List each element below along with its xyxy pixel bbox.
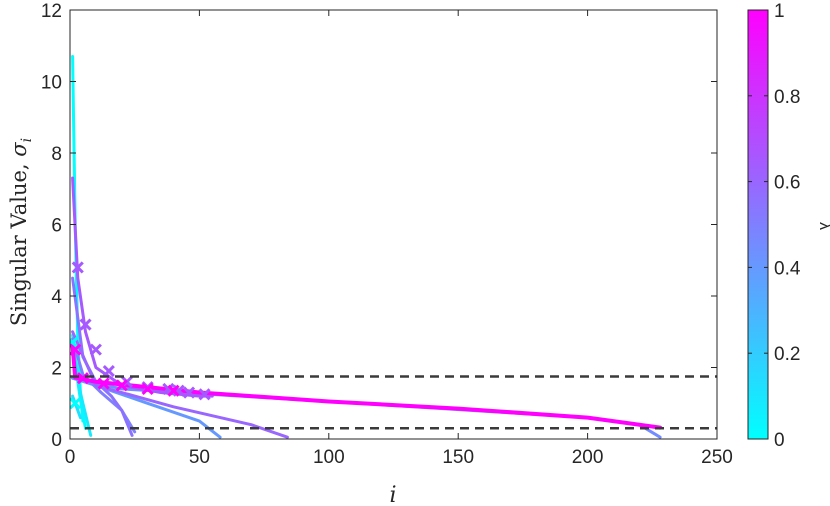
y-axis-label: Singular Value, σi bbox=[7, 138, 35, 326]
colorbar-tick-label: 0.6 bbox=[774, 173, 800, 194]
y-tick-label: 2 bbox=[51, 359, 62, 380]
cross-marker bbox=[97, 377, 110, 390]
colorbar-tick-label: 0.8 bbox=[774, 87, 800, 108]
colorbar-label: λ bbox=[816, 222, 830, 230]
y-ticks: 0 2 4 6 8 10 12 bbox=[41, 1, 717, 451]
y-tick-label: 4 bbox=[51, 287, 62, 308]
colorbar-tick-label: 0 bbox=[774, 430, 785, 451]
colorbar-tick-label: 0.4 bbox=[774, 258, 801, 279]
y-axis-label-symbol: σ bbox=[7, 142, 31, 157]
x-tick-label: 50 bbox=[189, 447, 210, 468]
cross-marker bbox=[79, 318, 92, 331]
x-ticks: 0 50 100 150 200 250 bbox=[65, 10, 733, 468]
series-line bbox=[71, 394, 82, 420]
y-tick-label: 8 bbox=[51, 144, 62, 165]
x-axis-label: i bbox=[389, 483, 396, 506]
x-tick-label: 0 bbox=[65, 447, 76, 468]
cross-marker bbox=[102, 365, 115, 378]
y-axis-label-subscript: i bbox=[19, 138, 35, 142]
x-tick-label: 150 bbox=[442, 447, 474, 468]
cross-marker bbox=[141, 382, 154, 396]
series-line bbox=[71, 330, 289, 439]
cross-marker bbox=[182, 386, 196, 399]
axes-box bbox=[69, 9, 718, 440]
svg-text:Singular Value, σi: Singular Value, σi bbox=[7, 138, 35, 326]
cross-marker bbox=[198, 388, 211, 401]
cross-marker bbox=[70, 343, 82, 356]
cross-marker bbox=[89, 343, 102, 356]
y-axis-label-text: Singular Value, bbox=[7, 157, 31, 326]
reference-lines bbox=[70, 375, 717, 430]
cross-marker bbox=[70, 397, 82, 410]
cross-marker bbox=[167, 384, 180, 397]
x-tick-label: 200 bbox=[572, 447, 604, 468]
colorbar-tick-label: 1 bbox=[774, 1, 785, 22]
y-tick-label: 6 bbox=[51, 216, 62, 237]
y-tick-label: 10 bbox=[41, 73, 62, 94]
colorbar-ticks: 0 0.2 0.4 0.6 0.8 1 bbox=[748, 1, 801, 451]
series-line bbox=[71, 176, 214, 398]
cross-marker bbox=[71, 261, 84, 274]
series-layer bbox=[70, 55, 663, 439]
colorbar: 0 0.2 0.4 0.6 0.8 1 λ bbox=[747, 1, 830, 451]
cross-marker bbox=[70, 336, 79, 349]
colorbar-tick-label: 0.2 bbox=[774, 344, 800, 365]
y-tick-label: 0 bbox=[51, 430, 62, 451]
cross-marker bbox=[115, 379, 128, 392]
cross-marker bbox=[76, 372, 90, 385]
colorbar-gradient bbox=[747, 9, 769, 440]
plot-area: 0 50 100 150 200 250 0 2 4 6 8 10 12 bbox=[41, 1, 733, 468]
series-line bbox=[70, 344, 663, 430]
y-tick-label: 12 bbox=[41, 1, 62, 22]
x-tick-label: 100 bbox=[313, 447, 345, 468]
x-tick-label: 250 bbox=[701, 447, 733, 468]
